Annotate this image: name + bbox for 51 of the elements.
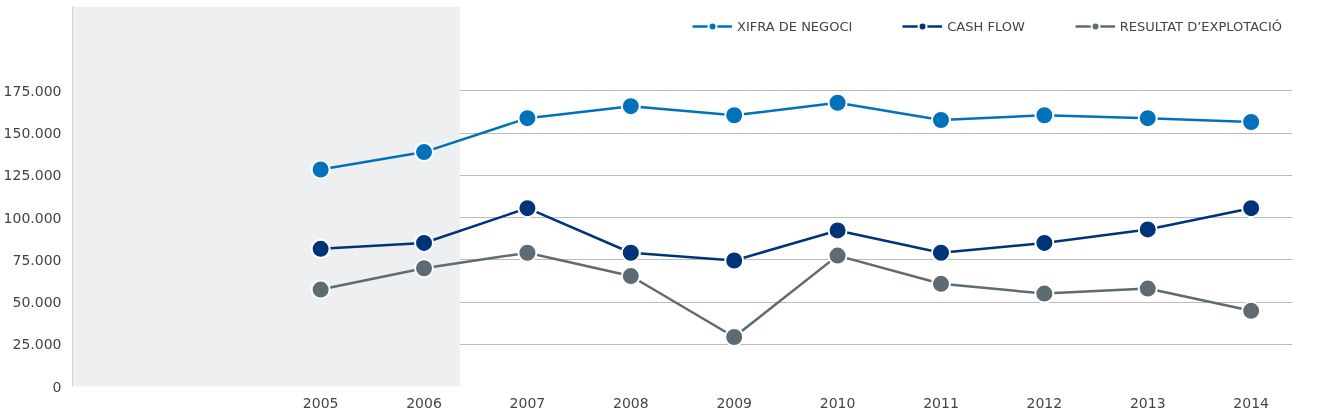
x-tick-label: 2014 <box>1233 394 1270 411</box>
point <box>310 238 331 259</box>
point <box>930 110 951 130</box>
legend-label: RESULTAT D’EXPLOTACIÓ <box>1119 18 1282 34</box>
point <box>930 273 951 294</box>
point <box>827 245 848 266</box>
point <box>1241 198 1262 219</box>
x-tick-label: 2010 <box>819 394 856 411</box>
point <box>724 105 745 126</box>
point <box>310 159 331 180</box>
point <box>724 327 745 347</box>
point <box>1137 108 1158 129</box>
point <box>620 242 641 263</box>
point <box>724 250 745 271</box>
point <box>414 258 435 279</box>
y-tick-label: 125.000 <box>3 167 62 184</box>
point <box>414 232 435 253</box>
x-tick-label: 2009 <box>716 394 753 411</box>
x-tick-label: 2013 <box>1129 394 1166 411</box>
point <box>1034 232 1055 253</box>
y-tick-label: 175.000 <box>3 82 62 99</box>
x-tick-label: 2005 <box>302 394 339 411</box>
point <box>517 198 538 219</box>
point <box>517 108 538 129</box>
x-tick-label: 2006 <box>406 394 442 411</box>
point <box>1241 112 1262 132</box>
point <box>620 96 641 117</box>
y-tick-label: 150.000 <box>3 125 62 142</box>
y-tick-label: 25.000 <box>12 336 62 353</box>
y-tick-label: 75.000 <box>12 251 62 268</box>
x-tick-label: 2012 <box>1026 394 1063 411</box>
y-tick-label: 0 <box>52 378 62 395</box>
point <box>1241 300 1262 321</box>
point <box>620 266 641 287</box>
point <box>310 279 331 300</box>
legend-label: XIFRA DE NEGOCI <box>737 18 853 34</box>
x-tick-label: 2007 <box>509 394 546 411</box>
point <box>827 92 848 113</box>
point <box>1137 219 1158 240</box>
x-tick-label: 2008 <box>612 394 649 411</box>
y-tick-label: 50.000 <box>12 294 62 311</box>
point <box>930 242 951 263</box>
point <box>414 142 435 163</box>
point <box>1034 105 1055 126</box>
point <box>517 242 538 263</box>
y-tick-label: 100.000 <box>3 209 62 226</box>
legend-label: CASH FLOW <box>947 18 1025 34</box>
point <box>1137 278 1158 299</box>
point <box>827 220 848 241</box>
x-tick-label: 2011 <box>923 394 959 411</box>
point <box>1034 283 1055 304</box>
